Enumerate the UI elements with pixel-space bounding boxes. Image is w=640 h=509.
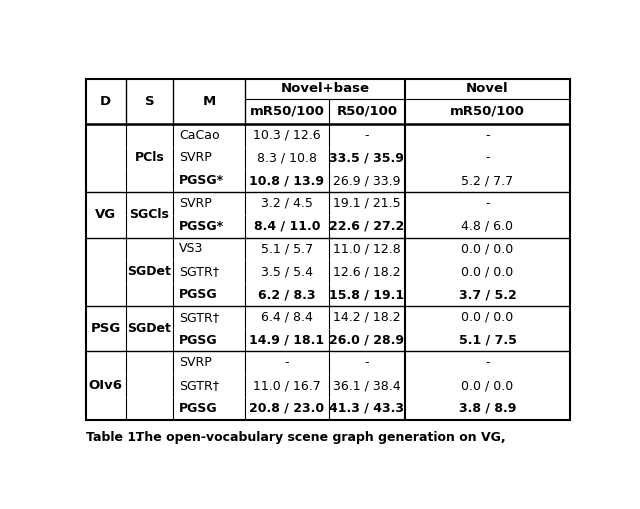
Text: SGDet: SGDet <box>127 265 172 278</box>
Text: 3.8 / 8.9: 3.8 / 8.9 <box>459 402 516 415</box>
Text: -: - <box>485 129 490 142</box>
Text: 3.5 / 5.4: 3.5 / 5.4 <box>261 265 313 278</box>
Text: -: - <box>285 356 289 370</box>
Text: SGDet: SGDet <box>127 322 172 335</box>
Text: 36.1 / 38.4: 36.1 / 38.4 <box>333 379 401 392</box>
Text: 20.8 / 23.0: 20.8 / 23.0 <box>249 402 324 415</box>
Text: 19.1 / 21.5: 19.1 / 21.5 <box>333 197 401 210</box>
Text: -: - <box>485 197 490 210</box>
Text: 14.9 / 18.1: 14.9 / 18.1 <box>249 333 324 347</box>
Text: PGSG: PGSG <box>179 402 218 415</box>
Text: SGTR†: SGTR† <box>179 265 220 278</box>
Text: 0.0 / 0.0: 0.0 / 0.0 <box>461 379 513 392</box>
Text: -: - <box>485 356 490 370</box>
Text: 10.8 / 13.9: 10.8 / 13.9 <box>250 174 324 187</box>
Text: 11.0 / 16.7: 11.0 / 16.7 <box>253 379 321 392</box>
Text: VS3: VS3 <box>179 242 204 256</box>
Text: M: M <box>202 95 216 108</box>
Text: 0.0 / 0.0: 0.0 / 0.0 <box>461 265 513 278</box>
Text: 0.0 / 0.0: 0.0 / 0.0 <box>461 242 513 256</box>
Text: Novel: Novel <box>466 82 509 95</box>
Text: PSG: PSG <box>91 322 121 335</box>
Text: -: - <box>485 152 490 164</box>
Text: PGSG*: PGSG* <box>179 220 225 233</box>
Text: OIv6: OIv6 <box>89 379 123 392</box>
Text: 10.3 / 12.6: 10.3 / 12.6 <box>253 129 321 142</box>
Text: 33.5 / 35.9: 33.5 / 35.9 <box>330 152 404 164</box>
Text: SVRP: SVRP <box>179 356 212 370</box>
Text: 5.1 / 5.7: 5.1 / 5.7 <box>260 242 313 256</box>
Text: Table 1.: Table 1. <box>86 431 141 444</box>
Text: SGCls: SGCls <box>129 208 170 221</box>
Text: 8.4 / 11.0: 8.4 / 11.0 <box>253 220 320 233</box>
Text: 11.0 / 12.8: 11.0 / 12.8 <box>333 242 401 256</box>
Text: mR50/100: mR50/100 <box>250 105 324 118</box>
Text: SGTR†: SGTR† <box>179 311 220 324</box>
Text: SVRP: SVRP <box>179 197 212 210</box>
Text: -: - <box>365 129 369 142</box>
Text: R50/100: R50/100 <box>337 105 397 118</box>
Text: 22.6 / 27.2: 22.6 / 27.2 <box>330 220 404 233</box>
Text: 12.6 / 18.2: 12.6 / 18.2 <box>333 265 401 278</box>
Text: 14.2 / 18.2: 14.2 / 18.2 <box>333 311 401 324</box>
Text: 5.2 / 7.7: 5.2 / 7.7 <box>461 174 513 187</box>
Text: PGSG: PGSG <box>179 288 218 301</box>
Text: S: S <box>145 95 154 108</box>
Text: CaCao: CaCao <box>179 129 220 142</box>
Text: 6.4 / 8.4: 6.4 / 8.4 <box>261 311 313 324</box>
Text: SGTR†: SGTR† <box>179 379 220 392</box>
Text: Novel+base: Novel+base <box>280 82 369 95</box>
Text: 3.7 / 5.2: 3.7 / 5.2 <box>459 288 516 301</box>
Text: PCls: PCls <box>134 152 164 164</box>
Text: 8.3 / 10.8: 8.3 / 10.8 <box>257 152 317 164</box>
Text: 26.9 / 33.9: 26.9 / 33.9 <box>333 174 401 187</box>
Text: VG: VG <box>95 208 116 221</box>
Text: 0.0 / 0.0: 0.0 / 0.0 <box>461 311 513 324</box>
Text: PGSG*: PGSG* <box>179 174 225 187</box>
Text: 5.1 / 7.5: 5.1 / 7.5 <box>458 333 516 347</box>
Text: SVRP: SVRP <box>179 152 212 164</box>
Text: The open-vocabulary scene graph generation on VG,: The open-vocabulary scene graph generati… <box>127 431 505 444</box>
Text: 3.2 / 4.5: 3.2 / 4.5 <box>261 197 313 210</box>
Bar <box>86 79 570 420</box>
Text: 41.3 / 43.3: 41.3 / 43.3 <box>330 402 404 415</box>
Text: 15.8 / 19.1: 15.8 / 19.1 <box>330 288 404 301</box>
Text: 6.2 / 8.3: 6.2 / 8.3 <box>258 288 316 301</box>
Text: 4.8 / 6.0: 4.8 / 6.0 <box>461 220 513 233</box>
Text: -: - <box>365 356 369 370</box>
Text: PGSG: PGSG <box>179 333 218 347</box>
Text: mR50/100: mR50/100 <box>450 105 525 118</box>
Text: 26.0 / 28.9: 26.0 / 28.9 <box>330 333 404 347</box>
Text: D: D <box>100 95 111 108</box>
